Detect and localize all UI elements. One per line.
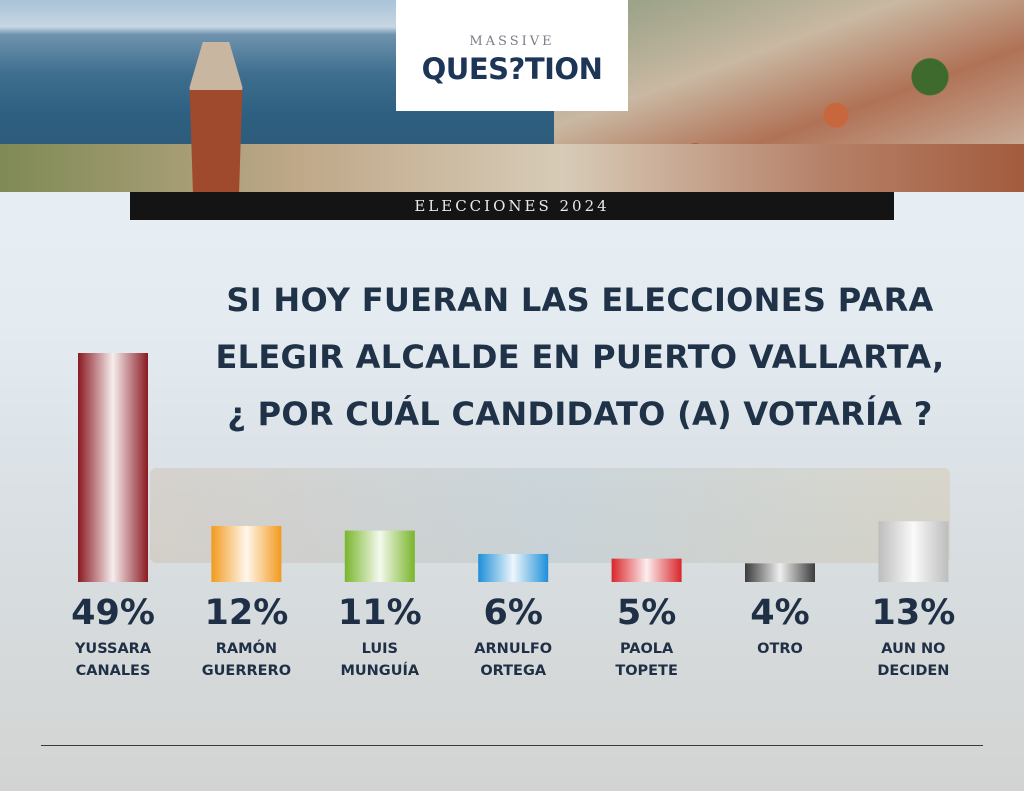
shore-photo-area (0, 144, 1024, 192)
category-label: AUN NO (881, 641, 945, 657)
category-label: GUERRERO (202, 663, 291, 679)
brand-logo-top: MASSIVE (469, 34, 555, 49)
category-label: TOPETE (615, 663, 678, 679)
data-label: 11% (338, 593, 422, 633)
category-label: MUNGUÍA (340, 662, 419, 679)
category-label: OTRO (757, 641, 803, 657)
data-label: 13% (872, 593, 956, 633)
baseline-divider (41, 745, 983, 746)
background-sculpture (150, 468, 950, 563)
bar (211, 525, 282, 582)
data-label: 49% (71, 593, 155, 633)
category-label: PAOLA (620, 641, 674, 657)
category-label: DECIDEN (877, 663, 949, 679)
data-label: 12% (205, 593, 289, 633)
category-label: ARNULFO (474, 641, 552, 657)
data-label: 5% (617, 593, 676, 633)
brand-logo-name: QUES?TION (421, 52, 603, 86)
category-label: YUSSARA (74, 641, 152, 657)
title-line: SI HOY FUERAN LAS ELECCIONES PARA (226, 281, 934, 319)
title-line: ELEGIR ALCALDE EN PUERTO VALLARTA, (215, 338, 945, 376)
chart-title: SI HOY FUERAN LAS ELECCIONES PARA ELEGIR… (190, 272, 970, 443)
category-label: RAMÓN (216, 639, 277, 657)
title-line: ¿ POR CUÁL CANDIDATO (A) VOTARÍA ? (227, 395, 933, 433)
bar (745, 563, 815, 582)
brand-logo: MASSIVE QUES?TION (396, 0, 628, 111)
bar (78, 353, 148, 582)
bar (611, 558, 682, 582)
bar (478, 553, 549, 582)
bar (344, 530, 415, 582)
election-band: ELECCIONES 2024 (130, 192, 894, 220)
category-label: CANALES (76, 663, 151, 679)
category-label: LUIS (362, 641, 398, 657)
data-label: 4% (750, 593, 809, 633)
data-label: 6% (483, 593, 542, 633)
bar (878, 521, 949, 582)
category-label: ORTEGA (480, 663, 547, 679)
church-tower-photo (189, 42, 243, 192)
